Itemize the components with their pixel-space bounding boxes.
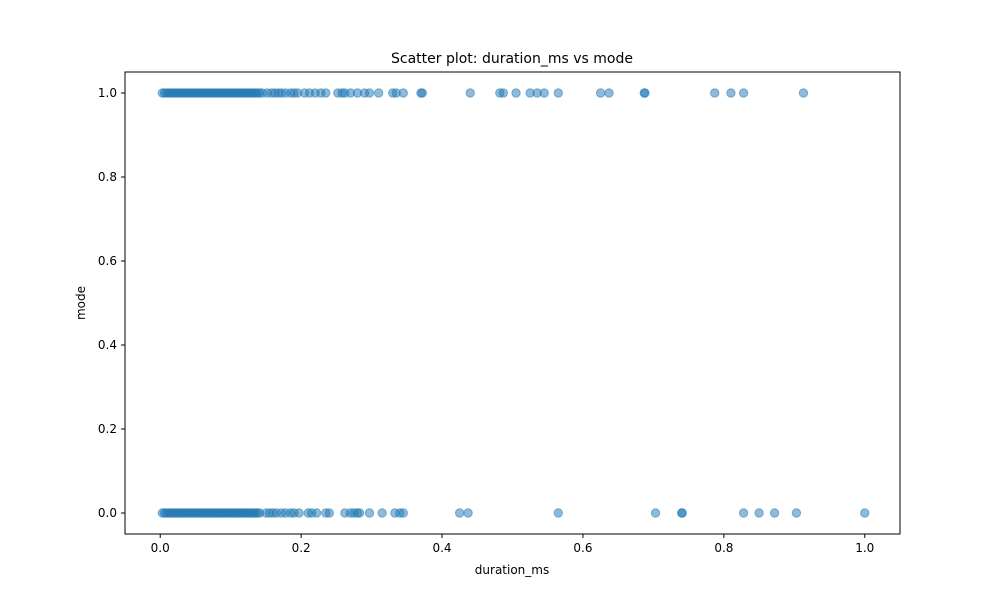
scatter-point [640,88,650,98]
scatter-point [604,88,614,98]
scatter-point [398,508,408,518]
scatter-point [417,88,428,98]
scatter-point [324,508,335,518]
y-axis-ticks: 0.0 0.2 0.4 0.6 0.8 1.0 [98,86,125,520]
x-tick-label: 0.4 [432,541,451,555]
scatter-point [498,88,509,98]
scatter-point [511,88,521,98]
scatter-point [738,88,749,98]
scatter-point [294,508,304,518]
x-tick-label: 0.2 [292,541,311,555]
scatter-point [364,88,375,98]
scatter-point [354,508,365,518]
scatter-point [321,88,331,98]
scatter-point [553,508,563,518]
scatter-point [377,508,387,518]
y-tick-label: 0.0 [98,506,117,520]
x-tick-label: 1.0 [855,541,874,555]
scatter-point [769,508,780,518]
x-axis-label: duration_ms [475,563,549,577]
y-tick-label: 0.8 [98,170,117,184]
y-tick-label: 1.0 [98,86,117,100]
scatter-point [373,88,384,98]
scatter-point [650,508,661,518]
plot-frame [124,71,901,535]
y-tick-label: 0.6 [98,254,117,268]
scatter-point [726,88,736,98]
scatter-point [454,508,465,518]
scatter-point [463,508,473,518]
x-axis-ticks: 0.0 0.2 0.4 0.6 0.8 1.0 [151,534,874,555]
scatter-point [710,88,720,98]
scatter-point [860,508,870,518]
chart-title: Scatter plot: duration_ms vs mode [391,51,633,67]
scatter-point [465,88,475,98]
y-tick-label: 0.2 [98,422,117,436]
scatter-point [798,88,809,98]
scatter-point [539,88,549,98]
x-tick-label: 0.0 [151,541,170,555]
y-axis-label: mode [74,286,88,320]
scatter-point [754,508,764,518]
scatter-point [791,508,802,518]
x-tick-label: 0.8 [714,541,733,555]
data-points [157,88,870,518]
scatter-point [311,508,322,518]
scatter-point [595,88,606,98]
scatter-point [677,508,687,518]
scatter-point [398,88,408,98]
scatter-point [738,508,749,518]
x-tick-label: 0.6 [573,541,592,555]
scatter-point [364,508,375,518]
scatter-point [553,88,563,98]
y-tick-label: 0.4 [98,338,117,352]
